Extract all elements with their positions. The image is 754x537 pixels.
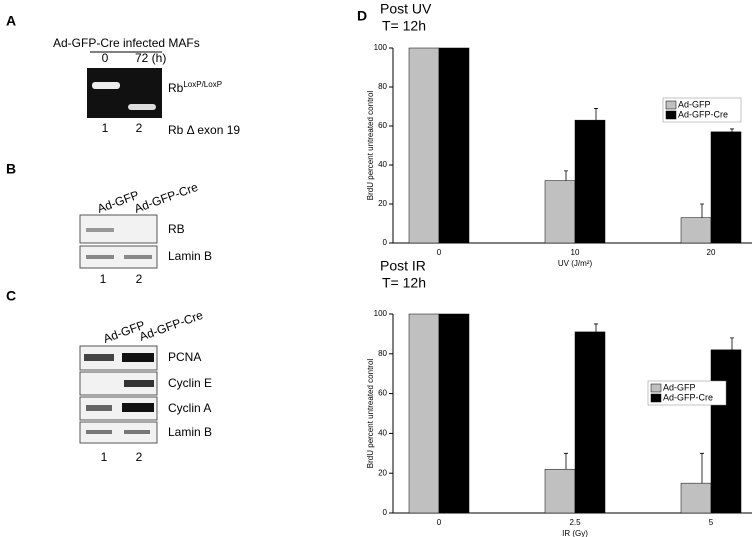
bar [438,313,470,514]
bar [710,349,742,514]
x-tick-label: 5 [709,518,714,527]
y-tick-label: 40 [378,160,387,169]
legend-label: Ad-GFP-Cre [678,109,728,119]
blot [79,245,158,269]
x-tick-label: 0 [437,518,442,527]
lane-number: 2 [136,121,143,135]
x-axis-label: UV (J/m²) [558,259,593,268]
blot-band [124,380,154,387]
bar [544,180,576,244]
chart-subtitle: T= 12h [382,275,426,291]
lane-number: 1 [100,272,107,286]
y-tick-label: 60 [378,389,387,398]
lane-top: 0 [102,51,109,65]
y-tick-label: 0 [383,508,388,517]
blot-band [124,255,152,259]
band-label-text: Rb [168,81,184,95]
blot [79,396,158,421]
chart-title: Post IR [380,258,426,274]
blot [79,371,158,396]
blot-band [86,430,112,434]
lane-number: 1 [101,450,108,464]
blot-band [86,405,112,411]
bar [408,313,440,514]
x-tick-label: 0 [437,248,442,257]
panel-letter: A [6,13,16,29]
row-label: Lamin B [168,425,212,439]
y-tick-label: 0 [383,238,388,247]
row-label: Cyclin E [168,376,212,390]
bar [544,468,576,514]
blot-band [122,353,154,362]
lane-number: 1 [102,121,109,135]
column-label: Ad-GFP-Cre [137,308,205,344]
x-tick-label: 20 [707,248,716,257]
blot-band [122,403,154,412]
y-tick-label: 20 [378,468,387,477]
bar [408,47,440,244]
x-axis-label: IR (Gy) [562,529,588,537]
error-bar [564,452,568,470]
error-bar [730,337,734,350]
row-label: PCNA [168,350,201,364]
blot-band [124,430,150,434]
chart-title: Post UV [380,1,432,17]
blot-band [86,228,114,232]
error-bar [730,128,734,132]
error-bar [700,203,704,218]
error-bar [594,323,598,332]
error-bar [700,452,704,484]
legend-label: Ad-GFP [663,382,696,392]
y-tick-label: 40 [378,429,387,438]
band-label-sup: LoxP/LoxP [183,80,222,89]
bar [680,217,712,244]
panel-letter: C [6,288,16,304]
bar [574,331,606,514]
gel-band [128,104,156,110]
lane-top: 72 (h) [135,51,166,65]
row-label: Lamin B [168,249,212,263]
legend-swatch [665,110,677,120]
x-tick-label: 2.5 [569,518,581,527]
row-label: Cyclin A [168,401,211,415]
blot [79,421,158,444]
lane-number: 2 [136,450,143,464]
bar [710,131,742,244]
bar [680,482,712,514]
blot-band [86,255,114,259]
band-label: RbLoxP/LoxP [168,80,222,95]
row-label: RB [168,222,185,236]
y-axis-label: BrdU percent untreated control [366,359,375,469]
legend-swatch [650,393,662,403]
y-tick-label: 80 [378,349,387,358]
y-tick-label: 100 [374,309,388,318]
y-tick-label: 20 [378,199,387,208]
blot-band [84,354,114,361]
error-bar [594,108,598,121]
bar [438,47,470,244]
legend-label: Ad-GFP [678,99,711,109]
chart-subtitle: T= 12h [382,18,426,34]
x-tick-label: 10 [571,248,580,257]
legend-label: Ad-GFP-Cre [663,392,713,402]
error-bar [564,170,568,181]
y-tick-label: 80 [378,82,387,91]
legend-swatch [665,100,677,110]
column-label: Ad-GFP-Cre [132,180,200,216]
y-tick-label: 100 [374,43,388,52]
gel [87,68,162,118]
panel-letter: D [357,8,367,24]
bar [574,119,606,244]
caption: Ad-GFP-Cre infected MAFs [53,36,200,50]
band-label: Rb Δ exon 19 [168,123,240,137]
gel-band [92,82,120,89]
y-tick-label: 60 [378,121,387,130]
y-axis-label: BrdU percent untreated control [366,91,375,201]
lane-number: 2 [136,272,143,286]
legend-swatch [650,383,662,393]
panel-letter: B [6,161,16,177]
